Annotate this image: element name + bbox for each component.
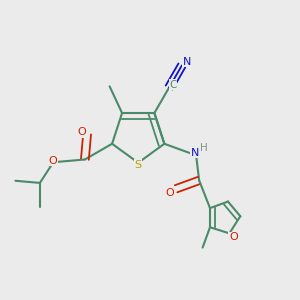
Text: S: S	[135, 160, 142, 170]
Text: N: N	[191, 148, 199, 158]
Text: O: O	[48, 156, 57, 166]
Text: C: C	[169, 80, 177, 90]
Text: O: O	[166, 188, 175, 198]
Text: H: H	[200, 143, 208, 153]
Text: O: O	[229, 232, 238, 242]
Text: N: N	[183, 56, 191, 67]
Text: O: O	[78, 127, 87, 137]
